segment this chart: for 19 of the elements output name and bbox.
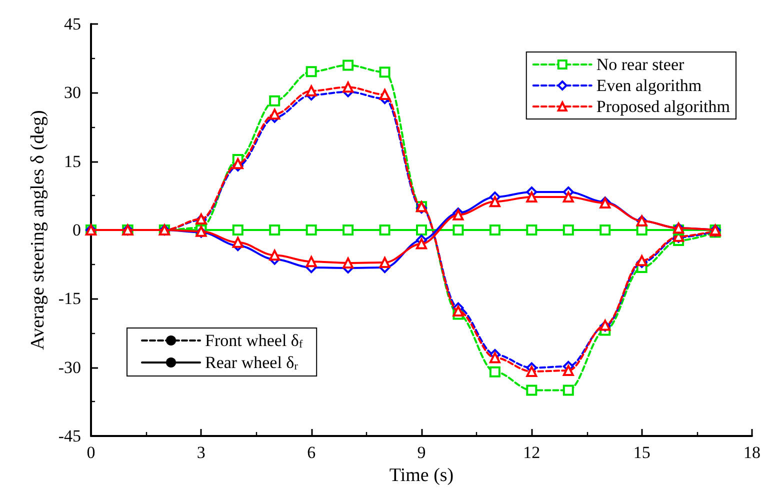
x-tick-label: 3	[196, 443, 206, 462]
y-tick-label: 15	[64, 152, 81, 171]
legend-label: Even algorithm	[596, 76, 702, 95]
x-tick-label: 18	[744, 443, 760, 462]
x-tick-label: 9	[417, 443, 426, 462]
y-tick-label: 0	[72, 220, 81, 240]
y-tick-label: -15	[58, 289, 81, 308]
y-tick-label: -45	[58, 426, 81, 446]
legend-label: Proposed algorithm	[596, 97, 730, 116]
x-tick-label: 15	[633, 443, 650, 462]
y-tick-label: -30	[58, 358, 81, 377]
legend-label: No rear steer	[596, 55, 684, 74]
y-tick-label: 45	[64, 14, 81, 34]
y-axis-title: Average steering angles δ (deg)	[27, 110, 48, 350]
y-tick-label: 30	[64, 83, 81, 102]
x-axis-title: Time (s)	[389, 464, 454, 486]
x-tick-label: 0	[86, 443, 96, 462]
x-tick-label: 6	[307, 443, 316, 462]
x-tick-label: 12	[523, 443, 540, 462]
